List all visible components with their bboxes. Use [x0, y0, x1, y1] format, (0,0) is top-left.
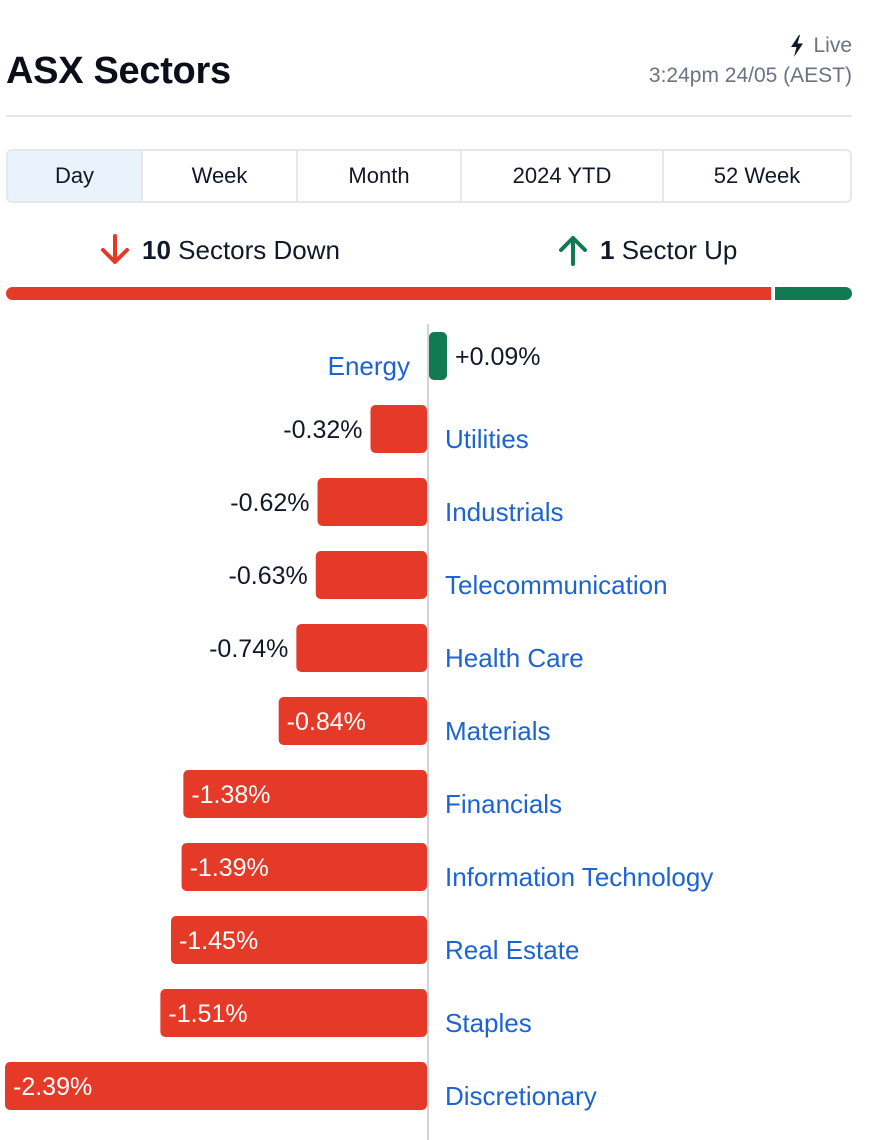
category-label-utilities: Utilities: [445, 424, 529, 454]
value-label-telecommunication: -0.63%: [229, 562, 308, 590]
category-label-telecommunication: Telecommunication: [445, 570, 668, 600]
period-tabs: Day Week Month 2024 YTD 52 Week: [6, 149, 852, 203]
sector-performance-chart: +0.09% Energy -0.32% Utilities -0.62% Industr…: [5, 324, 713, 1140]
sectors-down-count: 10: [142, 234, 171, 265]
category-label-real-estate: Real Estate: [445, 935, 579, 965]
sectors-down-label: Sectors Down: [178, 234, 340, 265]
category-label-materials: Materials: [445, 716, 550, 746]
category-label-energy: Energy: [328, 351, 410, 381]
category-label-industrials: Industrials: [445, 497, 564, 527]
bar-utilities: [370, 405, 427, 453]
timestamp: 3:24pm 24/05 (AEST): [648, 64, 852, 87]
category-label-staples: Staples: [445, 1008, 532, 1038]
sectors-up-summary: 1 Sector Up: [556, 233, 737, 267]
value-label-information-technology: -1.39%: [190, 854, 269, 882]
category-label-health-care: Health Care: [445, 643, 584, 673]
bar-materials: [278, 697, 427, 745]
arrow-down-icon: [101, 234, 129, 264]
category-label-discretionary: Discretionary: [445, 1081, 597, 1111]
arrow-up-icon: [559, 236, 587, 266]
value-label-financials: -1.38%: [191, 781, 270, 809]
tab-2024-ytd[interactable]: 2024 YTD: [462, 151, 664, 201]
tab-week[interactable]: Week: [143, 151, 298, 201]
value-label-utilities: -0.32%: [283, 416, 362, 444]
tab-day[interactable]: Day: [8, 151, 143, 201]
page-title: ASX Sectors: [6, 50, 231, 92]
bar-telecommunication: [315, 551, 427, 599]
value-label-energy: +0.09%: [455, 343, 541, 371]
bar-discretionary: [5, 1062, 427, 1110]
value-label-materials: -0.84%: [287, 708, 366, 736]
category-label-information-technology: Information Technology: [445, 862, 713, 892]
bar-information-technology: [181, 843, 427, 891]
sectors-down-summary: 10 Sectors Down: [98, 233, 340, 267]
sectors-up-count: 1: [600, 234, 615, 265]
up-down-ratio-bar: [6, 287, 852, 300]
ratio-bar-up: [775, 287, 852, 300]
sectors-up-label: Sector Up: [621, 234, 738, 265]
bar-real-estate: [170, 916, 427, 964]
tab-month[interactable]: Month: [298, 151, 462, 201]
value-label-industrials: -0.62%: [230, 489, 309, 517]
value-label-health-care: -0.74%: [209, 635, 288, 663]
bar-financials: [183, 770, 427, 818]
value-label-discretionary: -2.39%: [13, 1073, 92, 1101]
value-label-staples: -1.51%: [168, 1000, 247, 1028]
bar-health-care: [296, 624, 427, 672]
lightning-icon: [791, 35, 804, 57]
tab-52-week[interactable]: 52 Week: [713, 163, 801, 188]
value-label-real-estate: -1.45%: [179, 927, 258, 955]
bar-energy: [429, 332, 447, 380]
ratio-bar-down: [6, 287, 772, 300]
header-divider: [6, 115, 852, 117]
live-indicator: Live: [789, 34, 852, 58]
live-label: Live: [813, 34, 852, 57]
bar-staples: [160, 989, 428, 1037]
category-label-financials: Financials: [445, 789, 562, 819]
bar-industrials: [317, 478, 427, 526]
